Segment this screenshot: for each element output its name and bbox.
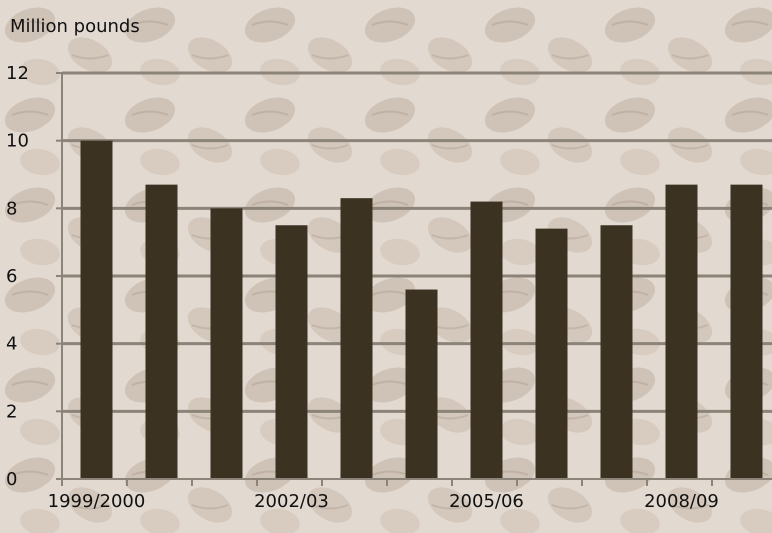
bar <box>275 225 308 479</box>
x-tick-label: 2005/06 <box>449 491 524 512</box>
y-tick-label: 8 <box>6 198 17 219</box>
bar <box>470 201 503 480</box>
y-axis-unit-label: Million pounds <box>10 16 140 37</box>
x-tick-label: 1999/2000 <box>48 491 146 512</box>
bar <box>600 225 633 479</box>
y-tick-label: 12 <box>6 63 29 84</box>
bar <box>665 184 698 479</box>
x-tick-label: 2002/03 <box>254 491 329 512</box>
x-axis-ticks: 1999/2000 2002/03 2005/06 2008/09 <box>48 479 719 512</box>
axes <box>61 73 772 480</box>
bar <box>80 140 113 479</box>
bar <box>210 208 243 480</box>
grid-lines <box>62 71 772 413</box>
bar <box>145 184 178 479</box>
bar <box>405 289 438 479</box>
y-tick-label: 0 <box>6 469 17 490</box>
bars <box>80 140 763 480</box>
bar <box>730 184 763 479</box>
y-tick-label: 4 <box>6 334 17 355</box>
bar <box>340 198 373 479</box>
y-tick-label: 2 <box>6 401 17 422</box>
x-tick-label: 2008/09 <box>644 491 719 512</box>
y-tick-label: 6 <box>6 266 17 287</box>
bar <box>535 228 568 479</box>
y-tick-label: 10 <box>6 131 29 152</box>
